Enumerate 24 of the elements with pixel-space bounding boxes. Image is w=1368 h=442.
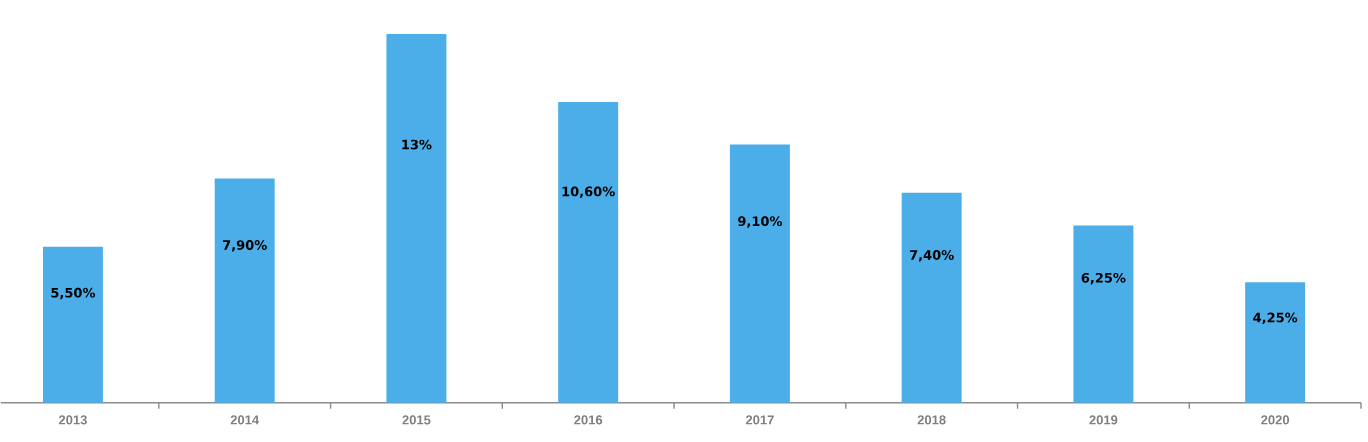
x-tick-label: 2020 xyxy=(1261,415,1290,425)
bar xyxy=(1245,282,1306,403)
data-label: 6,25% xyxy=(1081,273,1126,285)
bar xyxy=(386,34,447,403)
x-tick-label: 2015 xyxy=(402,415,431,425)
bar xyxy=(42,246,103,403)
x-tick-label: 2019 xyxy=(1089,415,1118,425)
bar xyxy=(729,144,790,403)
data-label: 9,10% xyxy=(738,216,783,228)
bar xyxy=(214,178,275,403)
bar xyxy=(1073,225,1134,403)
bar xyxy=(901,192,962,403)
x-tick-label: 2016 xyxy=(574,415,603,425)
data-label: 5,50% xyxy=(51,287,96,300)
data-label: 10,60% xyxy=(562,186,615,199)
x-tick-label: 2017 xyxy=(745,415,774,425)
x-tick-label: 2014 xyxy=(230,415,260,425)
bar xyxy=(558,102,619,403)
x-tick-label: 2013 xyxy=(58,415,87,425)
x-tick-label: 2018 xyxy=(917,415,946,425)
data-label: 4,25% xyxy=(1253,312,1298,325)
data-label: 7,90% xyxy=(223,240,267,252)
data-label: 13% xyxy=(402,139,432,150)
data-label: 7,40% xyxy=(909,250,954,262)
